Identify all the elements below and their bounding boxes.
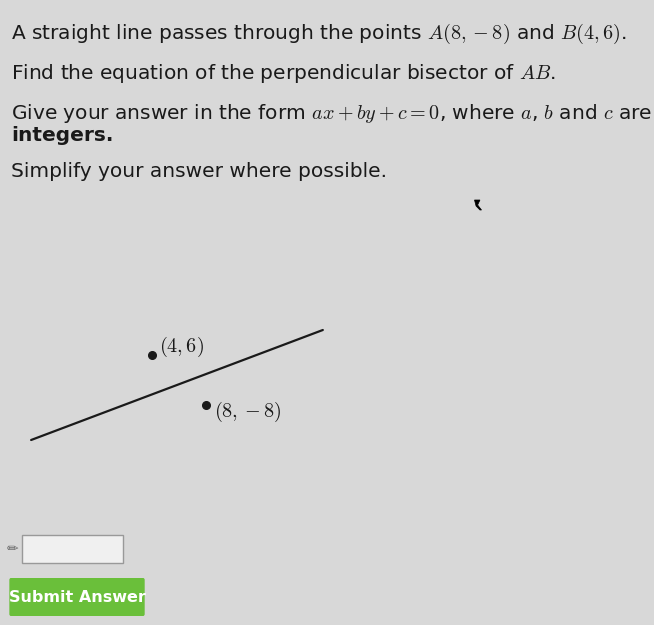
Text: Submit Answer: Submit Answer bbox=[9, 589, 145, 604]
Text: integers.: integers. bbox=[11, 126, 113, 145]
Polygon shape bbox=[475, 200, 481, 210]
Text: $(4, 6)$: $(4, 6)$ bbox=[160, 335, 205, 359]
Text: $(8, -8)$: $(8, -8)$ bbox=[214, 400, 282, 424]
FancyBboxPatch shape bbox=[9, 578, 145, 616]
Text: ✏: ✏ bbox=[7, 542, 18, 556]
Text: Simplify your answer where possible.: Simplify your answer where possible. bbox=[11, 162, 387, 181]
Text: A straight line passes through the points $A(8,-8)$ and $B(4,6)$.: A straight line passes through the point… bbox=[11, 22, 627, 46]
FancyBboxPatch shape bbox=[22, 535, 123, 563]
Text: Find the equation of the perpendicular bisector of $\mathit{AB}$.: Find the equation of the perpendicular b… bbox=[11, 62, 555, 85]
Text: Give your answer in the form $ax + by + c = 0$, where $a$, $b$ and $c$ are: Give your answer in the form $ax + by + … bbox=[11, 102, 652, 125]
